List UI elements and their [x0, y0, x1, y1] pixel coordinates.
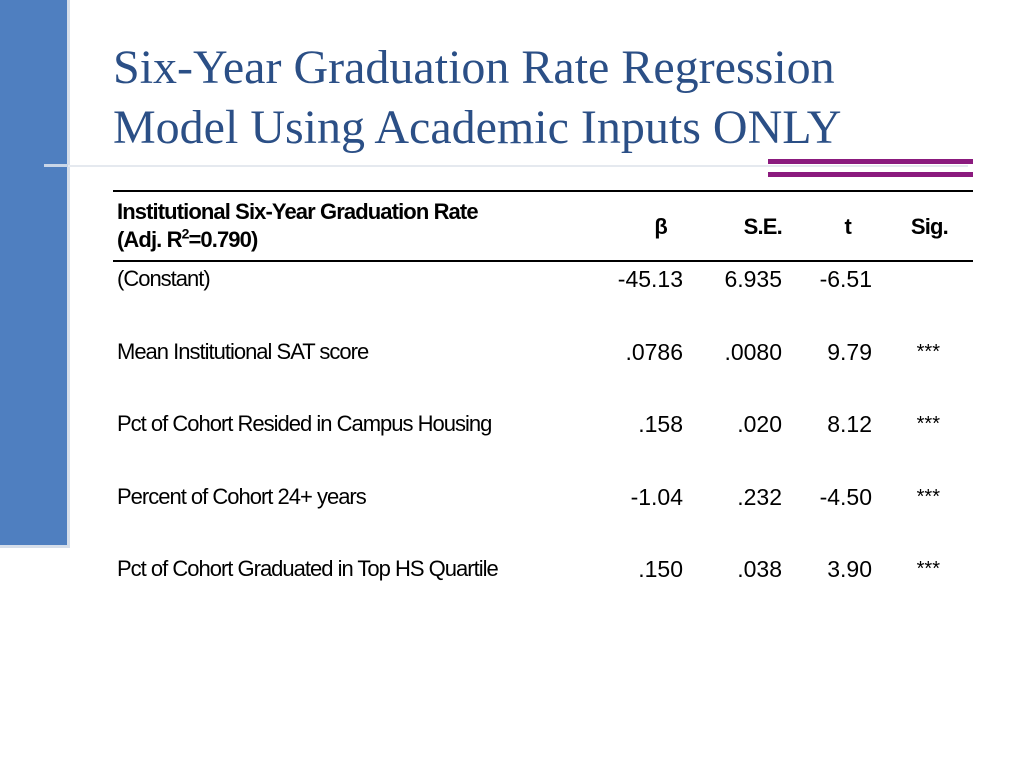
row-beta: .158: [638, 411, 683, 437]
header-beta: β: [654, 214, 667, 239]
row-t: 9.79: [827, 339, 872, 365]
row-label: Pct of Cohort Resided in Campus Housing: [117, 411, 492, 436]
table-row: Percent of Cohort 24+ years -1.04 .232 -…: [113, 482, 973, 518]
slide-title-line-2: Model Using Academic Inputs ONLY: [113, 101, 842, 154]
header-sig: Sig.: [910, 214, 949, 239]
header-dependent-variable: Institutional Six-Year Graduation Rate (…: [117, 198, 479, 254]
regression-table: Institutional Six-Year Graduation Rate (…: [113, 190, 973, 622]
row-label: (Constant): [117, 266, 211, 291]
row-sig: ***: [916, 558, 940, 580]
row-sig: ***: [916, 413, 940, 435]
table-row: Pct of Cohort Graduated in Top HS Quarti…: [113, 554, 973, 590]
row-t: -4.50: [819, 484, 872, 510]
row-label: Mean Institutional SAT score: [117, 339, 369, 364]
accent-stripe-bottom: [768, 172, 973, 177]
row-se: .038: [737, 556, 782, 582]
header-label-suffix: =0.790): [188, 227, 258, 252]
row-se: .232: [737, 484, 782, 510]
row-sig: ***: [916, 341, 940, 363]
sidebar-shadow: [67, 0, 70, 548]
slide-title-line-1: Six-Year Graduation Rate Regression: [113, 41, 835, 94]
header-se: S.E.: [743, 214, 783, 239]
row-t: 3.90: [827, 556, 872, 582]
table-row: Pct of Cohort Resided in Campus Housing …: [113, 409, 973, 445]
table-row: Mean Institutional SAT score .0786 .0080…: [113, 337, 973, 373]
row-beta: .150: [638, 556, 683, 582]
row-beta: -1.04: [630, 484, 683, 510]
row-t: -6.51: [819, 266, 872, 292]
header-label-superscript: 2: [181, 225, 190, 242]
row-sig: ***: [916, 486, 940, 508]
table-header: Institutional Six-Year Graduation Rate (…: [113, 190, 973, 262]
row-beta: -45.13: [617, 266, 683, 292]
row-label: Pct of Cohort Graduated in Top HS Quarti…: [117, 556, 499, 581]
row-se: .0080: [724, 339, 782, 365]
title-divider: [44, 165, 968, 167]
sidebar-shadow-bottom: [0, 545, 70, 548]
slide-title: Six-Year Graduation Rate Regression Mode…: [113, 38, 993, 158]
row-beta: .0786: [625, 339, 683, 365]
row-se: .020: [737, 411, 782, 437]
header-t: t: [844, 214, 851, 239]
header-label-line-1: Institutional Six-Year Graduation Rate: [117, 199, 479, 224]
accent-stripe-top: [768, 159, 973, 164]
sidebar-accent-bar: [0, 0, 67, 545]
row-t: 8.12: [827, 411, 872, 437]
header-label-prefix: (Adj. R: [117, 227, 182, 252]
row-label: Percent of Cohort 24+ years: [117, 484, 367, 509]
table-body: (Constant) -45.13 6.935 -6.51 Mean Insti…: [113, 262, 973, 622]
row-se: 6.935: [724, 266, 782, 292]
table-row: (Constant) -45.13 6.935 -6.51: [113, 264, 973, 300]
title-divider-stub: [44, 164, 68, 167]
